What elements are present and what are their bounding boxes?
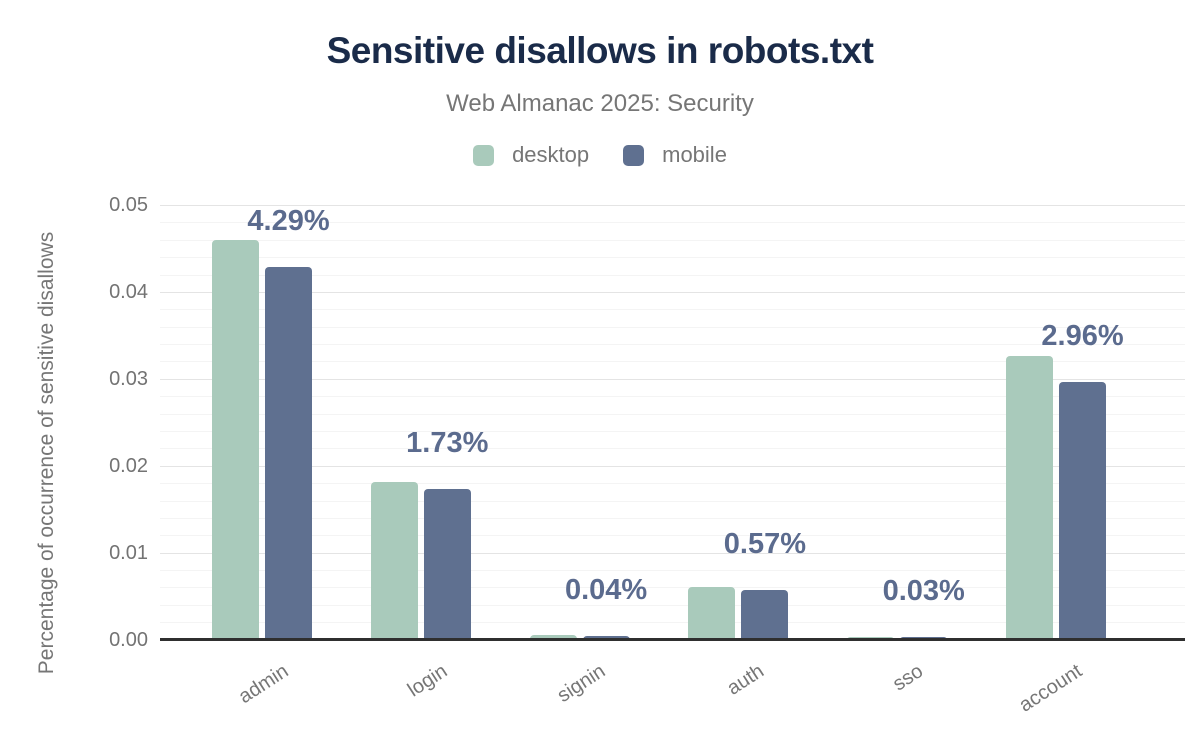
- minor-gridline: [160, 257, 1185, 259]
- bar-mobile-account: [1059, 382, 1106, 640]
- legend-label-desktop: desktop: [512, 142, 590, 167]
- minor-gridline: [160, 326, 1185, 328]
- bar-value-label: 2.96%: [1041, 320, 1124, 353]
- bar-value-label: 0.03%: [882, 574, 965, 607]
- legend-label-mobile: mobile: [662, 142, 727, 167]
- x-category-label: sso: [889, 660, 928, 696]
- bar-desktop-signin: [529, 635, 577, 640]
- bar-desktop-account: [1006, 356, 1053, 640]
- x-category-label: account: [1015, 660, 1086, 717]
- bar-value-label: 4.29%: [247, 204, 330, 237]
- y-tick-label: 0.00: [109, 628, 148, 651]
- minor-gridline: [160, 361, 1185, 363]
- minor-gridline: [160, 483, 1185, 485]
- minor-gridline: [160, 309, 1185, 311]
- mobile-swatch-icon: [623, 144, 645, 166]
- bar-desktop-login: [370, 482, 418, 640]
- x-axis-line: [160, 638, 1185, 641]
- y-tick-label: 0.05: [109, 194, 148, 216]
- major-gridline: [160, 291, 1185, 293]
- minor-gridline: [160, 535, 1185, 537]
- y-tick-label: 0.02: [109, 454, 148, 477]
- x-category-label: signin: [553, 660, 610, 707]
- minor-gridline: [160, 622, 1185, 624]
- minor-gridline: [160, 413, 1185, 415]
- y-tick-label: 0.01: [109, 541, 148, 564]
- bar-desktop-admin: [212, 239, 259, 640]
- bar-mobile-admin: [265, 266, 312, 640]
- desktop-swatch-icon: [473, 144, 495, 166]
- major-gridline: [160, 378, 1185, 380]
- legend-item-desktop: desktop: [473, 142, 589, 168]
- legend-item-mobile: mobile: [623, 142, 727, 168]
- bar-value-label: 1.73%: [406, 427, 489, 460]
- minor-gridline: [160, 587, 1185, 589]
- y-tick-label: 0.03: [109, 367, 148, 390]
- x-category-label: auth: [723, 660, 769, 700]
- minor-gridline: [160, 274, 1185, 276]
- chart-subtitle: Web Almanac 2025: Security: [446, 90, 754, 117]
- bar-value-label: 0.04%: [564, 574, 648, 606]
- x-category-label: login: [403, 660, 451, 702]
- minor-gridline: [160, 604, 1185, 606]
- minor-gridline: [160, 396, 1185, 398]
- legend: desktop mobile: [0, 142, 1200, 168]
- minor-gridline: [160, 500, 1185, 502]
- x-category-label: admin: [234, 660, 292, 709]
- minor-gridline: [160, 430, 1185, 432]
- bar-value-label: 0.57%: [723, 528, 807, 560]
- minor-gridline: [160, 222, 1185, 224]
- minor-gridline: [160, 239, 1185, 241]
- bar-desktop-auth: [688, 587, 736, 640]
- chart-title: Sensitive disallows in robots.txt: [326, 30, 874, 71]
- major-gridline: [160, 205, 1185, 206]
- minor-gridline: [160, 344, 1185, 345]
- bar-mobile-login: [423, 489, 471, 640]
- minor-gridline: [160, 448, 1185, 450]
- y-tick-label: 0.04: [109, 280, 148, 303]
- major-gridline: [160, 465, 1185, 467]
- major-gridline: [160, 552, 1185, 554]
- minor-gridline: [160, 517, 1185, 519]
- minor-gridline: [160, 570, 1185, 571]
- bar-mobile-auth: [741, 590, 789, 640]
